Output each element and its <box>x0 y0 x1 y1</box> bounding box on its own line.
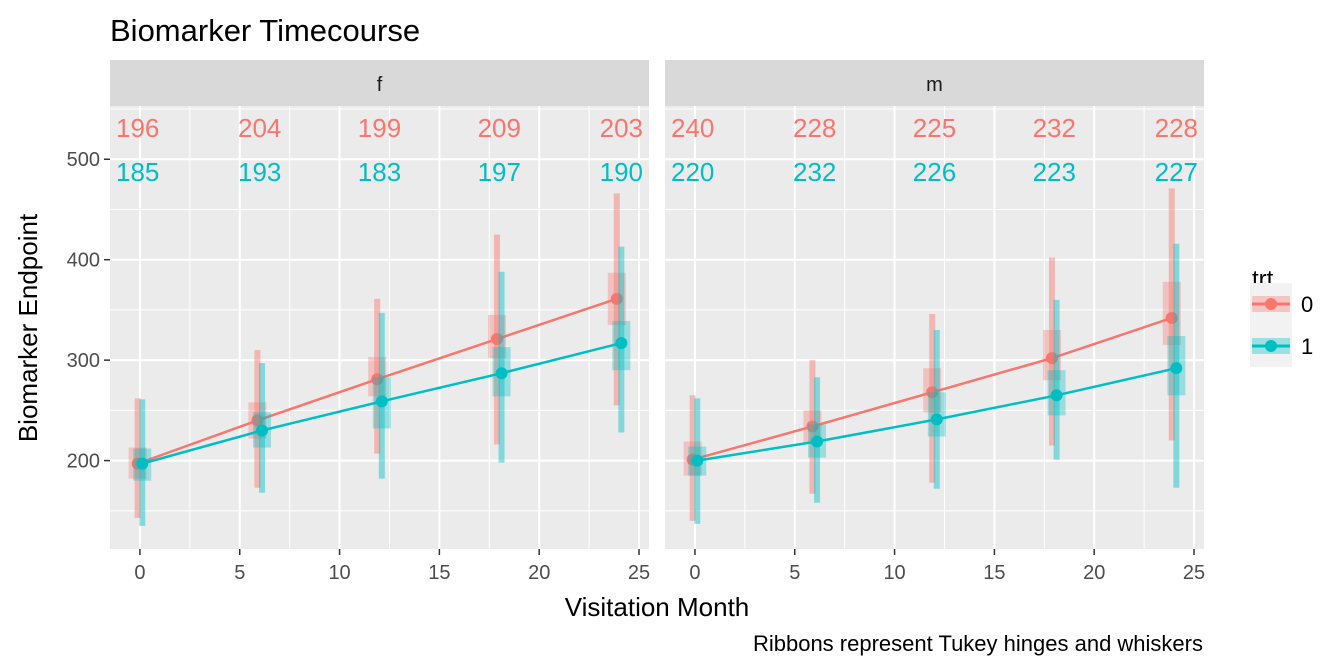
y-tick-label: 400 <box>67 250 100 272</box>
median-point <box>251 414 264 427</box>
median-point <box>615 337 628 350</box>
median-point <box>1050 389 1063 402</box>
x-tick-label: 25 <box>628 562 650 584</box>
facet-strip <box>110 60 649 106</box>
count-label: 190 <box>600 157 643 187</box>
count-label: 226 <box>913 157 956 187</box>
legend-key-point <box>1265 340 1277 352</box>
chart-caption: Ribbons represent Tukey hinges and whisk… <box>753 631 1203 656</box>
x-tick-label: 0 <box>689 562 700 584</box>
count-label: 240 <box>671 113 714 143</box>
facet-strip-label: m <box>926 74 943 96</box>
x-tick-label: 10 <box>883 562 905 584</box>
x-tick-label: 0 <box>134 562 145 584</box>
median-point <box>136 457 149 470</box>
series-trt-0 <box>683 188 1181 521</box>
x-tick-label: 5 <box>234 562 245 584</box>
median-point <box>1170 362 1183 375</box>
count-label: 232 <box>1033 113 1076 143</box>
facet-strip-label: f <box>377 74 383 96</box>
median-point <box>811 435 824 448</box>
count-label: 225 <box>913 113 956 143</box>
count-label: 183 <box>358 157 401 187</box>
median-point <box>490 333 503 346</box>
median-point <box>371 373 384 386</box>
facet-panel-m: m 0 5 10 15 20 25 240 228 225 232 228 220 232 226 223 22… <box>665 60 1205 584</box>
y-tick-label: 500 <box>67 149 100 171</box>
count-label: 209 <box>478 113 521 143</box>
count-label: 227 <box>1155 157 1198 187</box>
facet-panel-f: f 0 5 10 15 20 25 200 300 400 500 196 204 199 209 203 18… <box>67 60 650 584</box>
series-trt-0 <box>128 193 626 518</box>
count-label: 203 <box>600 113 643 143</box>
panel-background <box>665 106 1204 549</box>
legend: 01 <box>1250 283 1313 367</box>
legend-label: 1 <box>1301 334 1313 359</box>
median-point <box>1165 311 1178 324</box>
x-tick-label: 15 <box>428 562 450 584</box>
count-label: 228 <box>1155 113 1198 143</box>
y-axis-label: Biomarker Endpoint <box>13 213 43 442</box>
x-tick-label: 10 <box>328 562 350 584</box>
count-label: 228 <box>793 113 836 143</box>
chart-title: Biomarker Timecourse <box>110 13 420 48</box>
y-tick-label: 200 <box>67 451 100 473</box>
count-label: 220 <box>671 157 714 187</box>
count-label: 204 <box>238 113 281 143</box>
panel-background <box>110 106 649 549</box>
x-axis-label: Visitation Month <box>565 592 750 622</box>
y-tick-label: 300 <box>67 350 100 372</box>
facet-strip <box>665 60 1204 106</box>
count-label: 232 <box>793 157 836 187</box>
x-tick-label: 25 <box>1183 562 1205 584</box>
x-tick-label: 15 <box>983 562 1005 584</box>
median-point <box>1045 352 1058 365</box>
median-point <box>926 386 939 399</box>
median-point <box>256 424 269 437</box>
legend-label: 0 <box>1301 292 1313 317</box>
median-point <box>610 292 623 305</box>
count-label: 197 <box>478 157 521 187</box>
median-point <box>691 454 704 467</box>
x-tick-label: 20 <box>1083 562 1105 584</box>
series-trt-1 <box>688 243 1186 524</box>
series-trt-1 <box>133 246 631 526</box>
legend-key-point <box>1265 298 1277 310</box>
median-point <box>495 367 508 380</box>
count-label: 223 <box>1033 157 1076 187</box>
x-tick-label: 20 <box>528 562 550 584</box>
legend-entry-1: 1 <box>1250 325 1313 367</box>
count-label: 193 <box>238 157 281 187</box>
legend-entry-0: 0 <box>1250 283 1313 325</box>
x-tick-label: 5 <box>789 562 800 584</box>
count-label: 196 <box>116 113 159 143</box>
count-label: 199 <box>358 113 401 143</box>
median-point <box>930 413 943 426</box>
count-label: 185 <box>116 157 159 187</box>
median-point <box>806 420 819 433</box>
median-point <box>375 395 388 408</box>
